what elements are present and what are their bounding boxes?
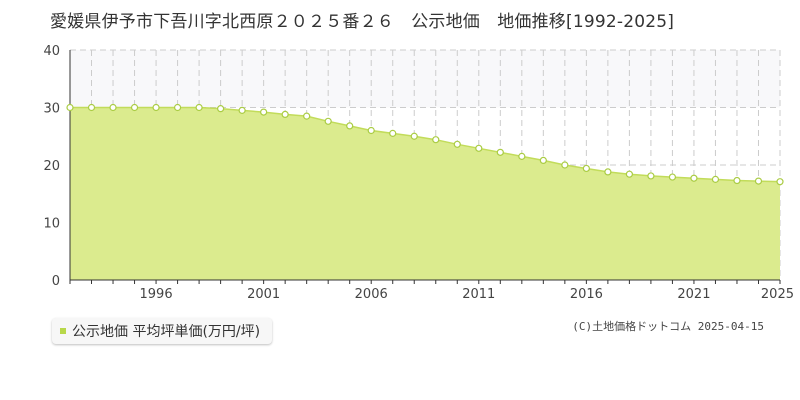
data-point: [281, 110, 289, 119]
x-tick-label: 2025: [761, 287, 794, 302]
y-tick-label: 30: [43, 102, 60, 117]
data-point: [303, 112, 311, 120]
x-tick-label: 2001: [247, 287, 280, 302]
data-point: [410, 132, 418, 140]
data-point: [324, 117, 332, 125]
data-point: [260, 108, 268, 116]
legend-label: 公示地価 平均坪単価(万円/坪): [72, 324, 261, 340]
data-point: [130, 103, 139, 112]
data-point: [711, 175, 720, 183]
legend-swatch: [60, 328, 66, 334]
data-point: [346, 122, 354, 130]
copyright-notice: (C)土地価格ドットコム 2025-04-15: [572, 320, 764, 333]
series-line: [70, 106, 781, 183]
y-tick-label: 40: [43, 44, 60, 59]
data-point: [238, 106, 246, 114]
x-tick-label: 1996: [140, 287, 173, 302]
data-point: [173, 103, 182, 112]
data-point: [604, 168, 612, 176]
data-point: [518, 152, 526, 160]
series-area: [70, 107, 780, 280]
x-tick-label: 2011: [462, 287, 495, 302]
data-point: [367, 126, 375, 135]
legend: 公示地価 平均坪単価(万円/坪): [52, 318, 273, 344]
y-tick-label: 20: [43, 159, 60, 174]
data-point: [66, 103, 74, 112]
data-point: [582, 164, 590, 173]
data-point: [389, 129, 397, 137]
chart-title: 愛媛県伊予市下吾川字北西原２０２５番２６ 公示地価 地価推移[1992-2025…: [50, 12, 675, 32]
data-point: [754, 177, 763, 185]
x-tick-label: 2016: [570, 287, 603, 302]
data-point: [668, 173, 677, 181]
data-point: [625, 170, 633, 178]
data-point: [475, 144, 483, 152]
y-tick-label: 10: [43, 217, 60, 232]
data-point: [561, 161, 569, 169]
data-point: [776, 178, 784, 186]
data-point: [539, 156, 547, 164]
plot-band-upper: [70, 50, 780, 108]
data-point: [647, 172, 655, 180]
data-point: [690, 174, 698, 182]
data-point: [432, 136, 440, 144]
data-point: [195, 103, 203, 112]
x-tick-label: 2021: [677, 287, 710, 302]
data-point: [109, 103, 117, 112]
data-point: [733, 176, 741, 185]
data-point: [217, 105, 225, 113]
data-point: [87, 103, 96, 112]
data-point: [453, 140, 461, 148]
y-tick-label: 0: [52, 274, 60, 289]
data-point: [496, 148, 504, 156]
x-tick-label: 2006: [355, 287, 388, 302]
data-point: [152, 103, 160, 112]
